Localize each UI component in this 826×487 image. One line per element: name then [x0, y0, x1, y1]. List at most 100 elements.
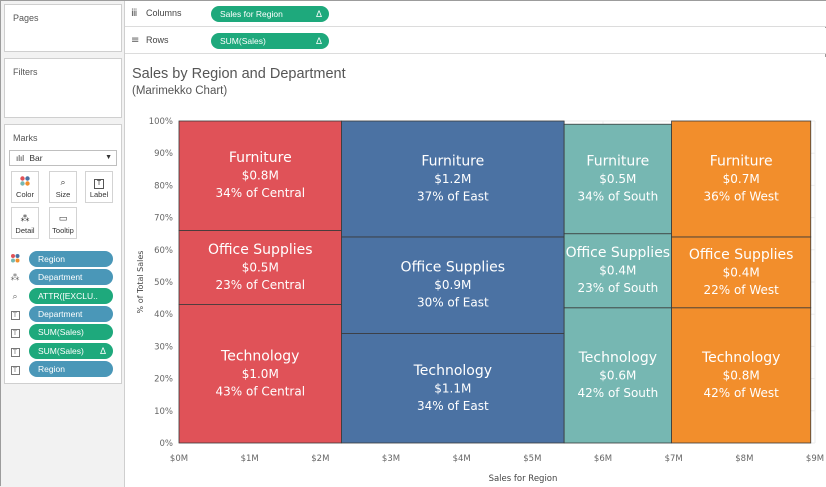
segment-value-label: $1.1M: [434, 381, 471, 395]
segment-dept-label: Technology: [701, 350, 780, 366]
x-tick-label: $5M: [523, 454, 541, 464]
y-tick-label: 100%: [149, 117, 173, 127]
mark-type-dropdown[interactable]: ılıl Bar ▼: [9, 150, 117, 166]
chart-subtitle: (Marimekko Chart): [132, 85, 228, 97]
label-icon: T: [9, 363, 21, 375]
marks-field-row: Region: [9, 251, 119, 267]
pages-card[interactable]: Pages: [4, 4, 122, 52]
marks-field-text: Department: [38, 272, 83, 283]
segment-value-label: $0.4M: [723, 265, 760, 279]
marks-field-pill[interactable]: Region: [29, 360, 113, 377]
segment-value-label: $1.0M: [242, 367, 279, 381]
marks-field-pill[interactable]: SUM(Sales): [29, 324, 113, 341]
segment-share-label: 34% of South: [577, 189, 658, 203]
label-icon: T: [9, 345, 21, 357]
detail-label: Detail: [15, 226, 35, 235]
delta-icon: Δ: [99, 345, 106, 356]
delta-icon: Δ: [315, 9, 322, 19]
segment-dept-label: Office Supplies: [401, 260, 506, 276]
marks-field-pill[interactable]: ATTR([EXCLU..: [29, 287, 113, 304]
marimekko-segment[interactable]: [178, 304, 342, 444]
marimekko-segment[interactable]: [178, 230, 342, 305]
detail-button[interactable]: ⁂ Detail: [11, 207, 39, 239]
y-axis-label: % of Total Sales: [136, 251, 145, 314]
x-tick-label: $8M: [735, 454, 753, 464]
label-icon: T: [9, 326, 21, 339]
segment-value-label: $0.8M: [723, 368, 760, 382]
segment-dept-label: Technology: [220, 348, 299, 364]
segment-value-label: $0.5M: [599, 172, 636, 186]
marks-field-pill[interactable]: Region: [29, 251, 113, 267]
rows-label: Rows: [146, 35, 169, 45]
marks-field-text: SUM(Sales): [38, 327, 84, 338]
columns-label: Columns: [146, 8, 182, 18]
x-tick-label: $6M: [594, 454, 612, 464]
marks-field-text: SUM(Sales): [38, 345, 84, 356]
marks-field-pill[interactable]: Department: [29, 305, 113, 322]
marks-field-text: Region: [38, 254, 65, 264]
detail-icon: ⁂: [10, 272, 20, 283]
filters-title: Filters: [13, 67, 38, 77]
tooltip-button[interactable]: ▭ Tooltip: [49, 207, 77, 239]
marimekko-segment[interactable]: [563, 307, 672, 444]
marimekko-chart: 0% 10% 20% 30% 40% 50% 60% 70% 80% 90% 100% $0M $1M $…: [136, 117, 824, 484]
marimekko-segment[interactable]: [671, 236, 812, 309]
segment-share-label: 36% of West: [703, 189, 779, 203]
color-label: Color: [16, 190, 34, 199]
y-tick-label: 30%: [154, 342, 173, 352]
segment-share-label: 23% of Central: [215, 278, 305, 292]
x-tick-label: $1M: [241, 454, 259, 464]
bar-chart-icon: ılıl: [16, 154, 24, 163]
marimekko-segment[interactable]: [341, 120, 565, 238]
x-tick-label: $0M: [170, 454, 188, 464]
marks-field-row: T Department: [9, 305, 119, 322]
x-tick-label: $9M: [806, 454, 824, 464]
segment-share-label: 23% of South: [577, 281, 658, 295]
columns-pill[interactable]: Sales for Region Δ: [211, 6, 329, 22]
segment-dept-label: Office Supplies: [689, 247, 794, 263]
marks-field-pill[interactable]: SUM(Sales) Δ: [29, 342, 113, 359]
x-axis-label: Sales for Region: [489, 474, 558, 484]
color-icon: [12, 175, 38, 190]
segment-value-label: $0.7M: [723, 172, 760, 186]
y-tick-label: 0%: [160, 439, 174, 449]
segment-dept-label: Furniture: [710, 153, 773, 169]
rows-pill[interactable]: SUM(Sales) Δ: [211, 33, 329, 49]
tooltip-icon: ▭: [58, 213, 68, 223]
marks-field-row: ⌕ ATTR([EXCLU..: [9, 287, 119, 304]
y-tick-label: 50%: [154, 278, 173, 288]
columns-icon: ⅲ: [131, 8, 138, 19]
size-button[interactable]: ⌕ Size: [49, 171, 77, 203]
label-button[interactable]: T Label: [85, 171, 113, 203]
marimekko-segment[interactable]: [671, 307, 812, 444]
x-tick-label: $7M: [665, 454, 683, 464]
marks-field-row: T SUM(Sales) Δ: [9, 342, 119, 359]
marimekko-segment[interactable]: [563, 123, 672, 235]
x-tick-label: $3M: [382, 454, 400, 464]
marks-field-pill[interactable]: Department: [29, 269, 113, 286]
chevron-down-icon: ▼: [105, 154, 112, 161]
detail-icon: ⁂: [20, 213, 30, 223]
segment-dept-label: Furniture: [421, 153, 484, 169]
marimekko-segment[interactable]: [671, 120, 812, 238]
marks-field-text: Region: [38, 363, 65, 374]
y-tick-label: 40%: [154, 310, 173, 320]
marimekko-segment[interactable]: [341, 236, 565, 334]
marks-field-text: ATTR([EXCLU..: [38, 290, 98, 301]
segment-share-label: 34% of Central: [215, 186, 305, 200]
segment-value-label: $0.8M: [242, 169, 279, 183]
columns-shelf[interactable]: ⅲ Columns Sales for Region Δ: [125, 1, 826, 27]
size-icon: ⌕: [60, 177, 66, 187]
pages-title: Pages: [13, 13, 39, 23]
filters-card[interactable]: Filters: [4, 58, 122, 118]
segment-share-label: 42% of West: [703, 386, 779, 400]
color-button[interactable]: Color: [11, 171, 39, 203]
y-tick-label: 70%: [154, 214, 173, 224]
marks-field-row: ⁂ Department: [9, 269, 119, 286]
marimekko-segment[interactable]: [341, 333, 565, 444]
segment-value-label: $0.4M: [599, 264, 636, 278]
segment-dept-label: Office Supplies: [566, 245, 671, 261]
marks-field-row: T SUM(Sales): [9, 324, 119, 341]
rows-shelf[interactable]: ≡ Rows SUM(Sales) Δ: [125, 28, 826, 54]
marimekko-segment[interactable]: [178, 120, 342, 231]
